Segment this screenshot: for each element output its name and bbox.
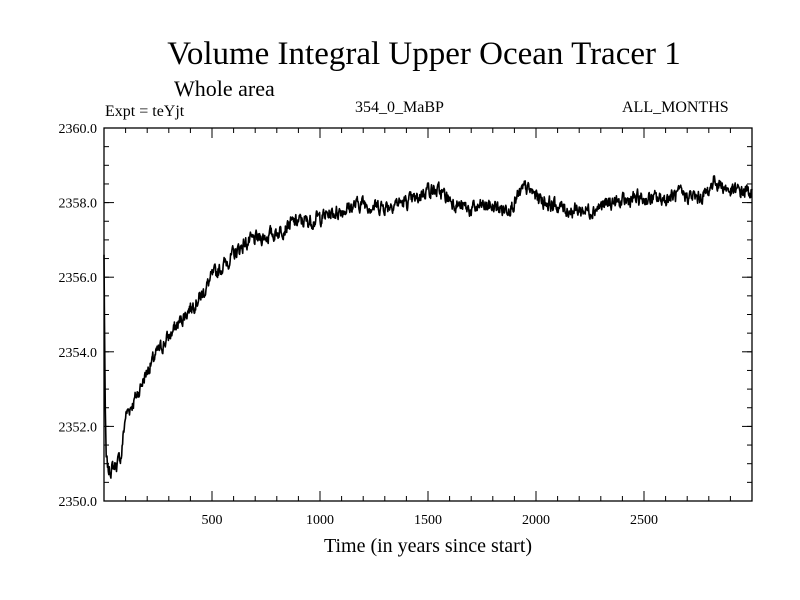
chart-subtitle: Whole area xyxy=(174,76,275,101)
period-label: 354_0_MaBP xyxy=(355,99,444,116)
experiment-label: Expt = teYjt xyxy=(105,103,185,120)
chart-title: Volume Integral Upper Ocean Tracer 1 xyxy=(167,36,681,72)
x-axis-label: Time (in years since start) xyxy=(323,535,533,557)
y-tick-label: 2352.0 xyxy=(59,420,98,435)
x-tick-label: 2500 xyxy=(630,513,658,528)
y-tick-label: 2350.0 xyxy=(59,495,98,510)
y-tick-label: 2356.0 xyxy=(59,271,98,286)
y-tick-label: 2354.0 xyxy=(59,346,98,361)
x-tick-label: 2000 xyxy=(522,513,550,528)
x-tick-label: 1500 xyxy=(414,513,442,528)
y-tick-label: 2358.0 xyxy=(59,197,98,212)
months-label: ALL_MONTHS xyxy=(622,99,729,116)
x-tick-label: 1000 xyxy=(306,513,334,528)
data-series-line xyxy=(103,175,753,479)
x-tick-label: 500 xyxy=(202,513,223,528)
y-tick-label: 2360.0 xyxy=(59,122,98,137)
